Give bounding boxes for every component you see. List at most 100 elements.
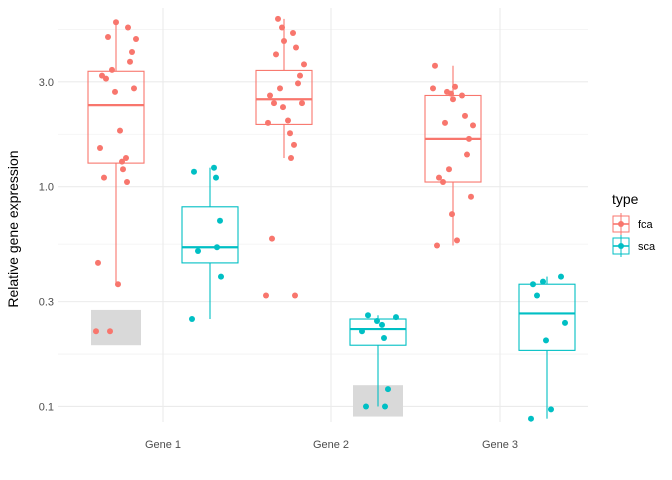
box-iqr (181, 206, 239, 264)
data-point-fca (292, 292, 298, 299)
data-point-fca (464, 151, 470, 158)
data-point-sca (363, 403, 369, 410)
data-point-fca (103, 75, 109, 82)
legend-key-point (618, 243, 624, 249)
y-tick-label: 0.3 (39, 297, 54, 309)
data-point-sca (189, 316, 195, 323)
data-point-fca (459, 92, 465, 99)
data-point-fca (115, 281, 121, 288)
data-point-fca (291, 141, 297, 148)
shaded-region (91, 309, 141, 346)
data-point-sca (385, 386, 391, 393)
data-point-fca (299, 100, 305, 107)
data-point-fca (446, 166, 452, 173)
data-point-fca (454, 237, 460, 244)
data-point-fca (436, 174, 442, 181)
data-point-fca (470, 122, 476, 129)
data-point-fca (280, 104, 286, 111)
data-point-sca (374, 317, 380, 324)
data-point-sca (217, 217, 223, 224)
y-tick-label: 0.1 (39, 401, 54, 413)
x-tick-label: Gene 3 (482, 439, 518, 451)
data-point-sca (359, 328, 365, 335)
data-point-fca (129, 48, 135, 55)
data-point-fca (281, 38, 287, 45)
data-point-fca (133, 35, 139, 42)
data-point-fca (263, 292, 269, 299)
data-point-fca (468, 193, 474, 200)
legend-item-fca: fca (612, 213, 654, 235)
data-point-fca (120, 166, 126, 173)
data-point-fca (434, 242, 440, 249)
data-point-fca (293, 44, 299, 51)
data-point-sca (379, 321, 385, 328)
data-point-fca (452, 83, 458, 90)
data-point-fca (101, 174, 107, 181)
data-point-sca (382, 403, 388, 410)
data-point-fca (277, 85, 283, 92)
data-point-fca (290, 30, 296, 37)
data-point-sca (534, 292, 540, 299)
data-point-fca (275, 15, 281, 22)
data-point-fca (448, 90, 454, 97)
data-point-fca (265, 119, 271, 126)
data-point-fca (440, 179, 446, 186)
data-point-fca (269, 235, 275, 242)
data-point-sca (218, 273, 224, 280)
box-fca-gene-2 (255, 18, 313, 159)
data-point-sca (393, 314, 399, 321)
data-point-fca (93, 328, 99, 335)
data-point-fca (287, 130, 293, 137)
data-point-fca (430, 85, 436, 92)
box-sca-gene-3 (518, 276, 576, 419)
data-point-fca (295, 80, 301, 87)
data-point-sca (214, 244, 220, 251)
data-point-fca (442, 119, 448, 126)
box-iqr (87, 70, 145, 164)
data-point-sca (540, 278, 546, 285)
y-tick-label: 3.0 (39, 77, 54, 89)
data-point-sca (528, 415, 534, 422)
data-point-sca (213, 174, 219, 181)
data-point-fca (297, 72, 303, 79)
data-point-fca (466, 135, 472, 142)
data-point-sca (530, 281, 536, 288)
data-point-fca (432, 62, 438, 69)
legend-label: sca (638, 241, 656, 253)
legend: type fca sca (612, 191, 656, 257)
data-point-fca (123, 155, 129, 162)
x-tick-label: Gene 1 (145, 439, 181, 451)
data-point-sca (211, 164, 217, 171)
legend-label: fca (638, 219, 654, 231)
data-point-fca (124, 179, 130, 186)
data-point-sca (195, 247, 201, 254)
data-point-sca (548, 406, 554, 413)
data-point-fca (288, 155, 294, 162)
data-point-fca (95, 259, 101, 266)
box-iqr (255, 69, 313, 125)
box-sca-gene-2 (349, 315, 407, 407)
data-point-fca (97, 144, 103, 151)
data-point-sca (381, 334, 387, 341)
data-point-fca (271, 100, 277, 107)
data-point-fca (119, 158, 125, 165)
data-point-fca (105, 33, 111, 40)
x-tick-label: Gene 2 (313, 439, 349, 451)
data-point-fca (125, 24, 131, 31)
data-point-sca (558, 273, 564, 280)
box-fca-gene-1 (87, 22, 145, 285)
box-sca-gene-1 (181, 167, 239, 320)
legend-title: type (612, 191, 639, 207)
data-point-fca (450, 96, 456, 103)
data-point-fca (273, 51, 279, 58)
data-point-fca (112, 88, 118, 95)
data-point-fca (267, 92, 273, 99)
data-point-fca (113, 19, 119, 26)
legend-key-point (618, 221, 624, 227)
data-point-sca (365, 312, 371, 319)
data-point-fca (127, 58, 133, 65)
data-point-fca (279, 24, 285, 31)
